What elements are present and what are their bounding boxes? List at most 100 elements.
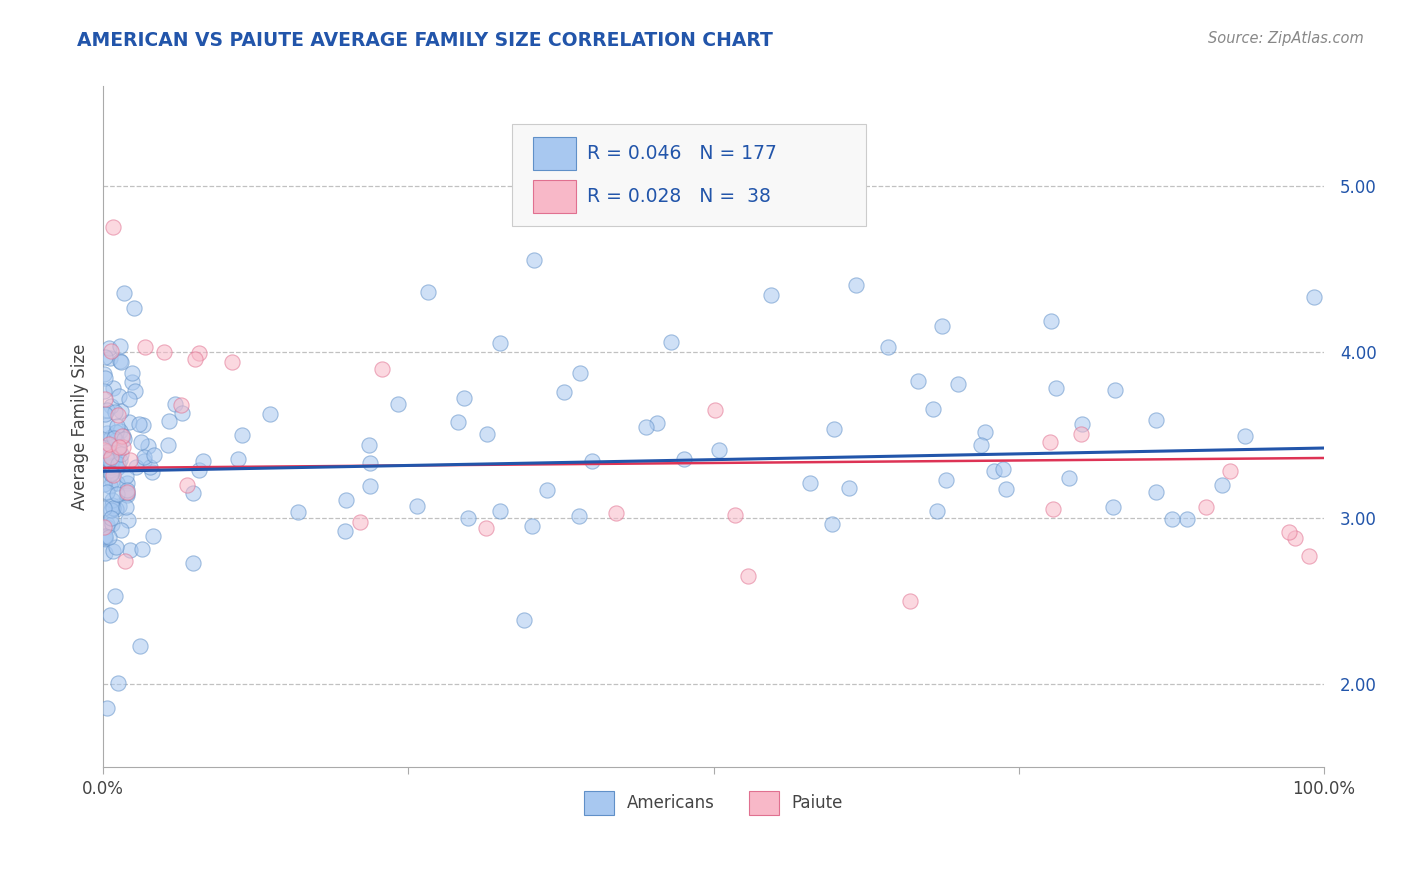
Point <box>101 516 124 531</box>
Point <box>100 344 122 359</box>
Point <box>983 464 1005 478</box>
Point <box>536 483 558 498</box>
Point <box>165 397 187 411</box>
Point <box>114 554 136 568</box>
Point <box>96 520 118 534</box>
Point <box>94 392 117 406</box>
Point <box>103 448 125 462</box>
Point <box>823 422 845 436</box>
Point <box>115 475 138 490</box>
Point <box>406 499 429 513</box>
Point <box>357 438 380 452</box>
Point <box>115 468 138 483</box>
Point <box>1144 413 1167 427</box>
Point <box>605 506 627 520</box>
Point <box>142 529 165 543</box>
Point <box>922 402 945 417</box>
Legend: Americans, Paiute: Americans, Paiute <box>575 782 852 822</box>
Point <box>105 418 128 433</box>
Point <box>136 440 159 454</box>
Point <box>104 589 127 603</box>
Point <box>925 504 948 518</box>
Point <box>108 389 131 403</box>
Point <box>104 501 127 516</box>
Point <box>974 425 997 440</box>
Point <box>93 434 115 448</box>
Point <box>1284 531 1306 545</box>
Point <box>131 434 153 449</box>
Point <box>659 334 682 349</box>
Point <box>946 377 969 392</box>
Point <box>110 353 132 368</box>
Point <box>93 384 115 399</box>
Point <box>96 484 118 499</box>
Point <box>121 376 143 390</box>
Point <box>170 398 193 412</box>
Point <box>489 336 512 351</box>
Point <box>93 371 115 385</box>
Point <box>112 441 135 455</box>
Point <box>359 479 381 493</box>
Point <box>457 511 479 525</box>
Point <box>105 461 128 475</box>
Point <box>512 613 534 627</box>
Y-axis label: Average Family Size: Average Family Size <box>72 343 89 509</box>
Point <box>98 607 121 622</box>
Point <box>131 417 153 432</box>
Point <box>107 676 129 690</box>
Point <box>226 452 249 467</box>
Point <box>134 340 156 354</box>
Point <box>101 463 124 477</box>
Point <box>118 392 141 406</box>
Point <box>877 340 900 354</box>
Point <box>335 524 357 539</box>
Point <box>94 407 117 421</box>
Point <box>1042 502 1064 516</box>
Point <box>1219 464 1241 478</box>
Point <box>1160 512 1182 526</box>
Point <box>387 397 409 411</box>
Point <box>96 516 118 531</box>
Point <box>761 288 783 302</box>
Point <box>93 520 115 534</box>
Point <box>131 541 153 556</box>
Text: Source: ZipAtlas.com: Source: ZipAtlas.com <box>1208 31 1364 46</box>
Point <box>105 487 128 501</box>
Point <box>97 341 120 355</box>
Point <box>581 454 603 468</box>
Point <box>1071 417 1094 431</box>
Point <box>522 519 544 533</box>
Point <box>188 346 211 360</box>
Point <box>453 391 475 405</box>
Point <box>93 367 115 381</box>
Point <box>1070 427 1092 442</box>
Point <box>107 444 129 458</box>
Point <box>898 593 921 607</box>
Point <box>115 488 138 502</box>
Point <box>907 374 929 388</box>
Point <box>416 285 439 300</box>
Point <box>935 473 957 487</box>
Point <box>108 499 131 513</box>
Point <box>1102 500 1125 514</box>
Point <box>723 508 745 522</box>
Point <box>838 481 860 495</box>
Point <box>1144 484 1167 499</box>
Point <box>96 425 118 440</box>
Point <box>231 428 253 442</box>
Point <box>101 500 124 515</box>
Point <box>172 406 194 420</box>
Point <box>1104 383 1126 397</box>
Point <box>118 415 141 429</box>
Point <box>157 438 180 452</box>
Point <box>1195 500 1218 514</box>
Point <box>108 424 131 438</box>
Point <box>94 445 117 459</box>
Point <box>114 500 136 514</box>
FancyBboxPatch shape <box>533 179 575 213</box>
Point <box>105 425 128 439</box>
Point <box>94 529 117 543</box>
Point <box>110 523 132 537</box>
Point <box>335 493 357 508</box>
Point <box>96 402 118 417</box>
